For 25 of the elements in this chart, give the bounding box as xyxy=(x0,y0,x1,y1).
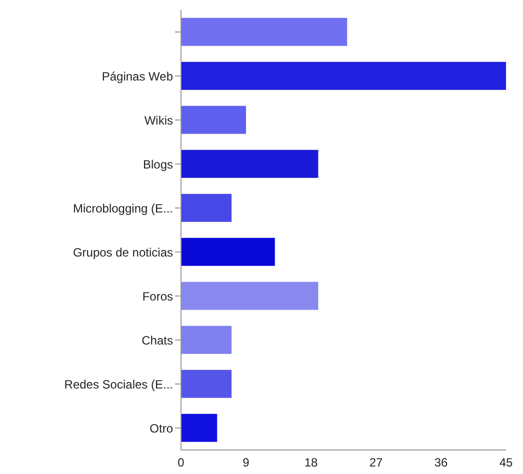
bar xyxy=(181,414,218,442)
bar xyxy=(181,150,318,178)
y-tick-label: Chats xyxy=(142,333,173,348)
bar xyxy=(181,370,232,398)
y-tick-label: Páginas Web xyxy=(102,69,174,84)
y-tick-label: Wikis xyxy=(144,113,173,128)
y-tick-label: Blogs xyxy=(142,157,173,172)
y-tick-label: Grupos de noticias xyxy=(72,245,173,260)
bar xyxy=(181,326,232,354)
y-tick-label: Foros xyxy=(142,289,173,304)
x-tick-label: 45 xyxy=(499,456,513,470)
bar xyxy=(181,282,318,310)
x-tick-label: 27 xyxy=(369,456,383,470)
x-tick-label: 0 xyxy=(178,456,185,470)
bar xyxy=(181,106,246,134)
x-tick-label: 18 xyxy=(304,456,318,470)
x-tick-label: 36 xyxy=(434,456,448,470)
bar xyxy=(181,238,275,266)
bar xyxy=(181,194,232,222)
x-tick-label: 9 xyxy=(242,456,250,470)
bar xyxy=(181,62,506,90)
y-tick-label: Redes Sociales (E... xyxy=(64,377,173,392)
bar xyxy=(181,18,348,46)
y-tick-label: Microblogging (E... xyxy=(72,201,173,216)
y-tick-label: Otro xyxy=(150,421,174,436)
